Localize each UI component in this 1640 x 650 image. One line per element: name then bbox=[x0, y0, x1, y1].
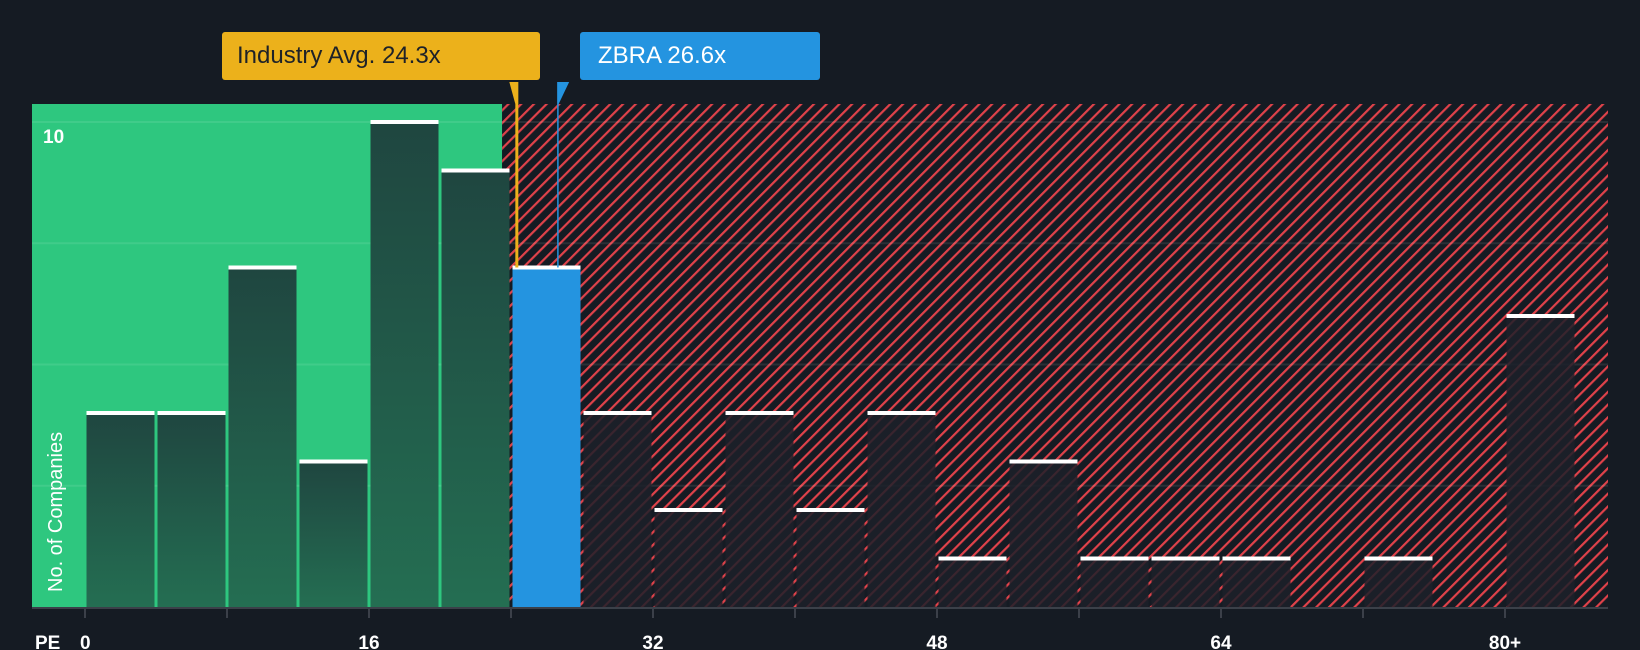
bar-cap bbox=[370, 120, 439, 124]
bar-cap bbox=[1151, 556, 1220, 561]
bar-cap bbox=[583, 411, 652, 415]
bar-cap bbox=[228, 265, 297, 270]
bar-48-52 bbox=[938, 558, 1007, 607]
industry-average-label: Industry Avg. 24.3x bbox=[237, 42, 441, 69]
bar-56-60 bbox=[1080, 558, 1149, 607]
bar-44-48 bbox=[867, 413, 936, 607]
bar-cap bbox=[796, 508, 865, 512]
bar-52-56 bbox=[1009, 461, 1078, 607]
bar-4-8 bbox=[157, 413, 226, 607]
bar-72-76 bbox=[1364, 558, 1433, 607]
bar-80+ bbox=[1506, 316, 1575, 607]
bar-cap bbox=[512, 265, 581, 270]
bar-36-40 bbox=[725, 413, 794, 607]
bar-cap bbox=[1009, 459, 1078, 464]
x-tick-label: 0 bbox=[80, 633, 91, 650]
bar-64-68 bbox=[1222, 558, 1291, 607]
bar-cap bbox=[725, 411, 794, 415]
bar-cap bbox=[157, 411, 226, 415]
bar-cap bbox=[1364, 556, 1433, 561]
x-tick-label: 64 bbox=[1210, 633, 1232, 650]
bar-16-20 bbox=[370, 122, 439, 607]
axes: 0 16 32 48 64 80+ PE 10 No. of Companies bbox=[32, 127, 1608, 650]
company-pe-line bbox=[557, 82, 570, 268]
x-tick-label: 80+ bbox=[1489, 633, 1521, 650]
bar-cap bbox=[86, 411, 155, 415]
average-markers bbox=[509, 82, 570, 268]
bar-28-32 bbox=[583, 413, 652, 607]
bar-cap bbox=[1506, 314, 1575, 318]
bar-0-4 bbox=[86, 413, 155, 607]
bar-cap bbox=[867, 411, 936, 415]
company-pe-label: ZBRA 26.6x bbox=[598, 42, 727, 69]
company-pe-callout: ZBRA 26.6x bbox=[580, 32, 820, 80]
x-axis-title: PE bbox=[35, 633, 60, 650]
bar-cap bbox=[1080, 556, 1149, 561]
y-axis-title: No. of Companies bbox=[45, 432, 67, 592]
bar-cap bbox=[441, 168, 510, 173]
bar-8-12 bbox=[228, 267, 297, 607]
histogram-bars bbox=[86, 120, 1575, 607]
bar-cap bbox=[299, 459, 368, 464]
bar-cap bbox=[1222, 556, 1291, 561]
bar-24-28 bbox=[512, 267, 581, 607]
bar-12-16 bbox=[299, 461, 368, 607]
x-tick-label: 16 bbox=[358, 633, 379, 650]
y-tick-label: 10 bbox=[43, 127, 64, 148]
bar-cap bbox=[654, 508, 723, 512]
industry-average-callout: Industry Avg. 24.3x bbox=[222, 32, 540, 80]
bar-40-44 bbox=[796, 510, 865, 607]
x-tick-label: 32 bbox=[642, 633, 663, 650]
bar-cap bbox=[938, 556, 1007, 561]
bar-32-36 bbox=[654, 510, 723, 607]
industry-avg-line bbox=[509, 82, 519, 268]
bar-20-24 bbox=[441, 170, 510, 607]
x-tick-label: 48 bbox=[926, 633, 947, 650]
bar-60-64 bbox=[1151, 558, 1220, 607]
